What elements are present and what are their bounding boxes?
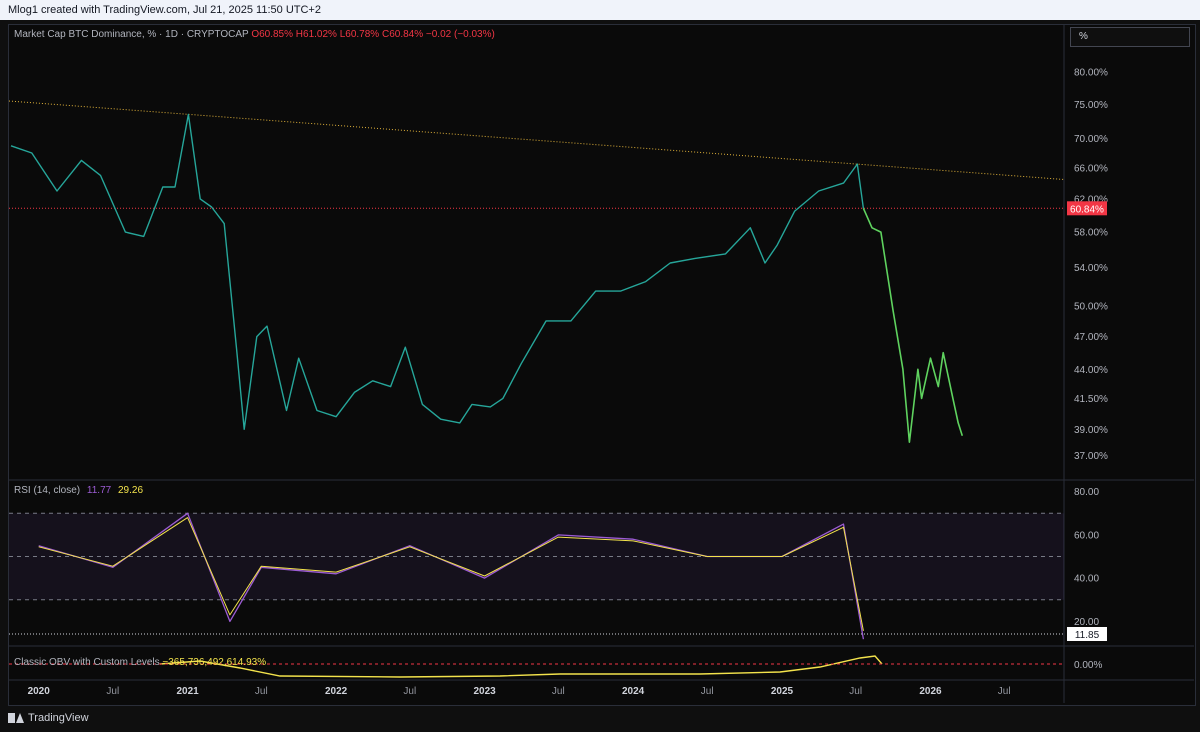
symbol-title: Market Cap BTC Dominance, % · 1D · CRYPT… bbox=[14, 29, 249, 40]
obv-axis-label: 0.00% bbox=[1074, 660, 1102, 671]
tradingview-logo-text: TradingView bbox=[28, 712, 89, 724]
scale-mode-label: % bbox=[1079, 31, 1088, 42]
price-tick-label: 66.00% bbox=[1074, 163, 1108, 174]
time-tick-label: 2022 bbox=[325, 686, 348, 697]
scale-mode-toggle[interactable]: % bbox=[1070, 27, 1190, 47]
rsi-ma-value: 29.26 bbox=[118, 485, 144, 496]
price-tick-label: 39.00% bbox=[1074, 425, 1108, 436]
price-line-projection bbox=[862, 207, 964, 444]
obv-series bbox=[159, 655, 883, 678]
credit-text: Mlog1 created with TradingView.com, Jul … bbox=[8, 4, 321, 16]
ohlc-low: L60.78% bbox=[339, 29, 380, 40]
price-tick-label: 62.00% bbox=[1074, 194, 1108, 205]
obv-line bbox=[159, 655, 883, 678]
trendline[interactable] bbox=[8, 100, 1065, 180]
price-tick-label: 70.00% bbox=[1074, 134, 1108, 145]
rsi-legend[interactable]: RSI (14, close) 11.77 29.26 bbox=[14, 485, 143, 496]
time-tick-label: 2020 bbox=[28, 686, 51, 697]
rsi-last-label: 11.85 bbox=[1075, 630, 1100, 641]
rsi-axis[interactable]: 80.00 60.00 40.00 20.00 bbox=[1074, 487, 1099, 628]
rsi-title: RSI (14, close) bbox=[14, 485, 81, 496]
time-tick-label: Jul bbox=[552, 686, 565, 697]
obv-legend[interactable]: Classic OBV with Custom Levels −365,736,… bbox=[14, 657, 266, 668]
rsi-tick-label: 80.00 bbox=[1074, 487, 1099, 498]
time-tick-label: 2024 bbox=[622, 686, 645, 697]
ohlc-high: H61.02% bbox=[295, 29, 337, 40]
rsi-tick-label: 20.00 bbox=[1074, 617, 1099, 628]
rsi-tick-label: 60.00 bbox=[1074, 530, 1099, 541]
price-tick-label: 47.00% bbox=[1074, 332, 1108, 343]
ohlc-close: C60.84% bbox=[381, 29, 424, 40]
price-line-history bbox=[10, 113, 865, 430]
time-tick-label: 2026 bbox=[919, 686, 942, 697]
time-tick-label: Jul bbox=[403, 686, 416, 697]
price-tick-label: 75.00% bbox=[1074, 100, 1108, 111]
ohlc-open: O60.85% bbox=[251, 29, 294, 40]
last-price-badge: 60.84% bbox=[1067, 201, 1107, 216]
ohlc-change: −0.02 (−0.03%) bbox=[425, 29, 495, 40]
price-axis[interactable]: 80.00% 75.00% 70.00% 66.00% 62.00% 58.00% 54.0… bbox=[1074, 68, 1108, 462]
time-tick-label: Jul bbox=[701, 686, 714, 697]
price-tick-label: 50.00% bbox=[1074, 301, 1108, 312]
last-price-badge-bg bbox=[1067, 201, 1107, 216]
rsi-value: 11.77 bbox=[86, 485, 112, 496]
rsi-ma-line bbox=[38, 517, 864, 631]
obv-title: Classic OBV with Custom Levels bbox=[14, 657, 160, 668]
rsi-tick-label: 40.00 bbox=[1074, 574, 1099, 585]
time-tick-label: 2021 bbox=[176, 686, 199, 697]
price-tick-label: 58.00% bbox=[1074, 228, 1108, 239]
rsi-last-badge-bg bbox=[1067, 627, 1107, 641]
obv-value: −365,736,492,614.93% bbox=[162, 657, 267, 668]
tradingview-logo[interactable]: TradingView bbox=[8, 712, 89, 724]
rsi-overbought-oversold-band bbox=[9, 513, 1064, 600]
chart-panel[interactable] bbox=[8, 24, 1196, 706]
tradingview-logo-icon bbox=[8, 713, 24, 723]
time-tick-label: Jul bbox=[998, 686, 1011, 697]
watermark-header: Mlog1 created with TradingView.com, Jul … bbox=[0, 0, 1200, 20]
footer-bar bbox=[0, 706, 1200, 732]
price-tick-label: 37.00% bbox=[1074, 451, 1108, 462]
price-series bbox=[10, 113, 964, 444]
time-axis[interactable]: 2020 Jul 2021 Jul 2022 Jul 2023 Jul 2024 Jul 2025 J… bbox=[28, 686, 1011, 697]
rsi-series bbox=[38, 512, 865, 640]
price-tick-label: 54.00% bbox=[1074, 263, 1108, 274]
time-tick-label: Jul bbox=[255, 686, 268, 697]
price-tick-label: 80.00% bbox=[1074, 68, 1108, 79]
price-tick-label: 44.00% bbox=[1074, 365, 1108, 376]
time-tick-label: 2025 bbox=[771, 686, 794, 697]
time-tick-label: Jul bbox=[849, 686, 862, 697]
time-tick-label: Jul bbox=[106, 686, 119, 697]
time-tick-label: 2023 bbox=[473, 686, 496, 697]
main-legend[interactable]: Market Cap BTC Dominance, % · 1D · CRYPT… bbox=[14, 29, 495, 40]
price-tick-label: 41.50% bbox=[1074, 394, 1108, 405]
last-price-label: 60.84% bbox=[1070, 204, 1104, 215]
rsi-last-badge: 11.85 bbox=[1067, 627, 1107, 641]
